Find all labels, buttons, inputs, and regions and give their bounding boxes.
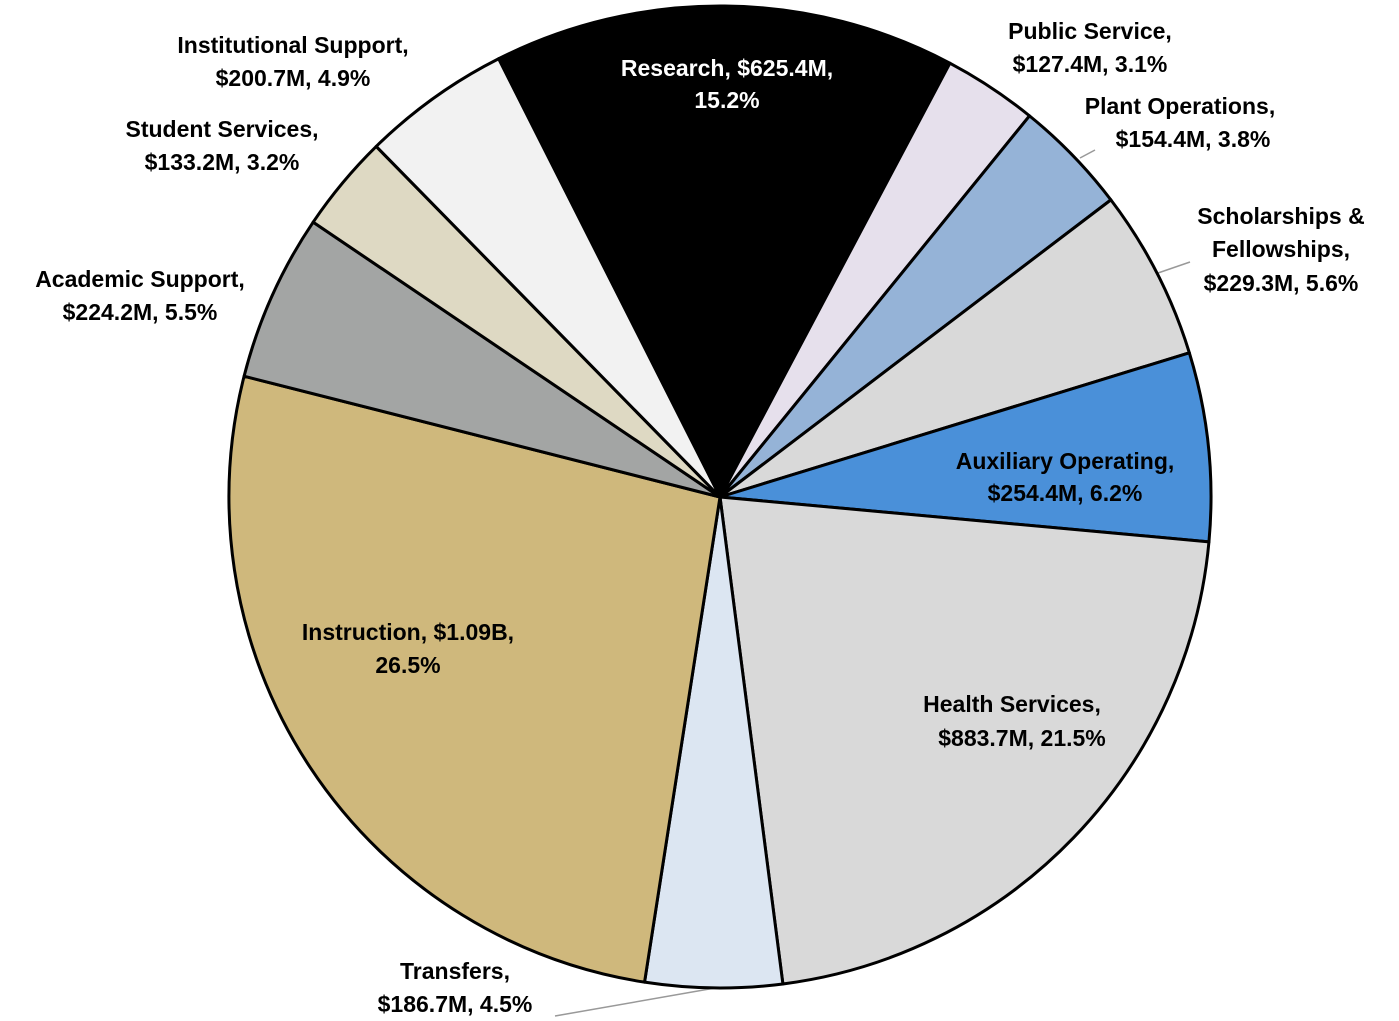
data-label: 26.5% bbox=[375, 652, 440, 678]
data-label: 15.2% bbox=[694, 87, 759, 113]
data-label: Student Services, bbox=[125, 116, 318, 142]
pie-slice bbox=[718, 495, 1211, 986]
pie-slice bbox=[497, 4, 952, 499]
data-label: Auxiliary Operating, bbox=[956, 448, 1175, 474]
leader-line bbox=[1079, 149, 1096, 159]
data-label: Academic Support, bbox=[35, 266, 245, 292]
data-label: Research, $625.4M, bbox=[621, 55, 833, 81]
data-label: $254.4M, 6.2% bbox=[988, 480, 1143, 506]
leader-lines bbox=[554, 149, 1191, 1017]
pie-slice bbox=[718, 198, 1191, 499]
data-label: $224.2M, 5.5% bbox=[63, 299, 218, 325]
data-label: Public Service, bbox=[1008, 18, 1172, 44]
data-label: Fellowships, bbox=[1212, 236, 1350, 262]
data-label: $229.3M, 5.6% bbox=[1204, 270, 1359, 296]
pie-slice bbox=[227, 374, 722, 984]
data-label: $133.2M, 3.2% bbox=[145, 149, 300, 175]
leader-line bbox=[554, 987, 716, 1017]
data-label: Scholarships & bbox=[1197, 203, 1364, 229]
data-label: $200.7M, 4.9% bbox=[216, 65, 371, 91]
data-label: $154.4M, 3.8% bbox=[1116, 126, 1271, 152]
data-label: Health Services, bbox=[923, 691, 1101, 717]
data-label: $127.4M, 3.1% bbox=[1013, 51, 1168, 77]
leader-line bbox=[1157, 261, 1191, 274]
slices bbox=[227, 4, 1213, 990]
pie-slice bbox=[242, 220, 722, 499]
pie-slice bbox=[718, 351, 1213, 544]
data-label: $883.7M, 21.5% bbox=[938, 725, 1106, 751]
data-label: Institutional Support, bbox=[177, 32, 408, 58]
data-label: Plant Operations, bbox=[1085, 93, 1275, 119]
pie-slice bbox=[374, 57, 722, 499]
data-label: $186.7M, 4.5% bbox=[378, 991, 533, 1017]
data-label: Transfers, bbox=[400, 958, 510, 984]
data-label: Instruction, $1.09B, bbox=[302, 619, 514, 645]
